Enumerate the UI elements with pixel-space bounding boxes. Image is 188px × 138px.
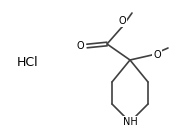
Text: O: O — [153, 50, 161, 60]
Text: O: O — [76, 41, 84, 51]
Text: O: O — [118, 16, 126, 26]
Text: HCl: HCl — [17, 55, 39, 68]
Text: NH: NH — [123, 117, 137, 127]
